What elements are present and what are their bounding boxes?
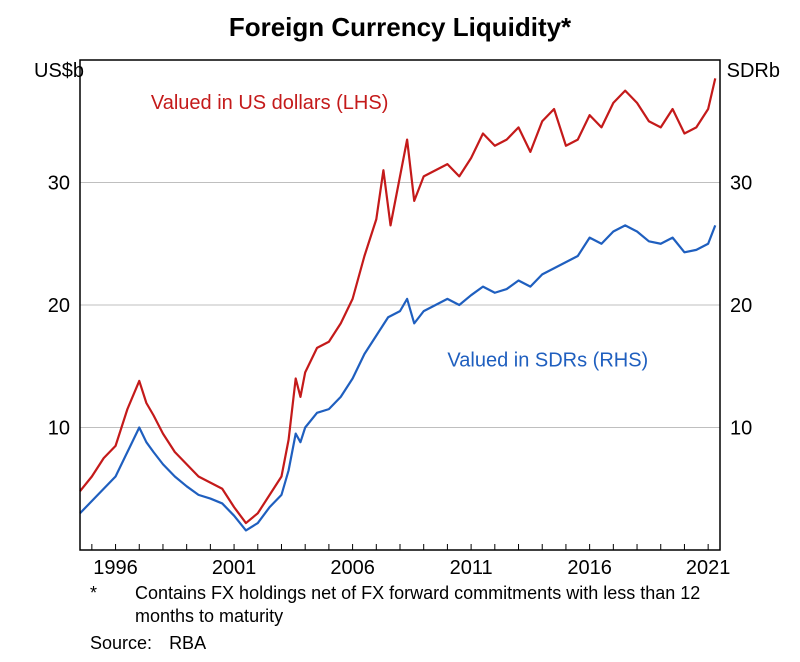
y-left-tick-label: 20 bbox=[48, 295, 70, 317]
source-value: RBA bbox=[169, 633, 206, 653]
footnote-text: Contains FX holdings net of FX forward c… bbox=[135, 582, 715, 627]
source-label: Source: bbox=[90, 633, 152, 653]
series-usd-label: Valued in US dollars (LHS) bbox=[151, 92, 389, 114]
x-tick-label: 1996 bbox=[93, 557, 138, 579]
chart-svg: 10 20 30 10 20 30 1996 2001 2006 2011 2016 2021 Valu… bbox=[0, 0, 800, 662]
source-row: Source: RBA bbox=[90, 632, 206, 655]
y-right-tick-label: 20 bbox=[730, 295, 752, 317]
x-tick-label: 2016 bbox=[567, 557, 612, 579]
y-left-tick-label: 10 bbox=[48, 418, 70, 440]
y-left-tick-label: 30 bbox=[48, 173, 70, 195]
chart-title: Foreign Currency Liquidity* bbox=[0, 12, 800, 43]
x-tick-label: 2021 bbox=[686, 557, 731, 579]
series-sdr-label: Valued in SDRs (RHS) bbox=[447, 349, 648, 371]
x-tick-label: 2006 bbox=[330, 557, 375, 579]
y-axis-left-label: US$b bbox=[34, 60, 84, 83]
footnote-mark: * bbox=[90, 582, 130, 605]
y-axis-right-label: SDRb bbox=[727, 60, 780, 83]
x-tick-label: 2011 bbox=[450, 557, 493, 579]
footnote: * Contains FX holdings net of FX forward… bbox=[90, 582, 715, 627]
y-right-tick-label: 30 bbox=[730, 173, 752, 195]
chart-container: Foreign Currency Liquidity* US$b SDRb 10… bbox=[0, 0, 800, 662]
x-tick-label: 2001 bbox=[212, 557, 257, 579]
y-right-tick-label: 10 bbox=[730, 418, 752, 440]
